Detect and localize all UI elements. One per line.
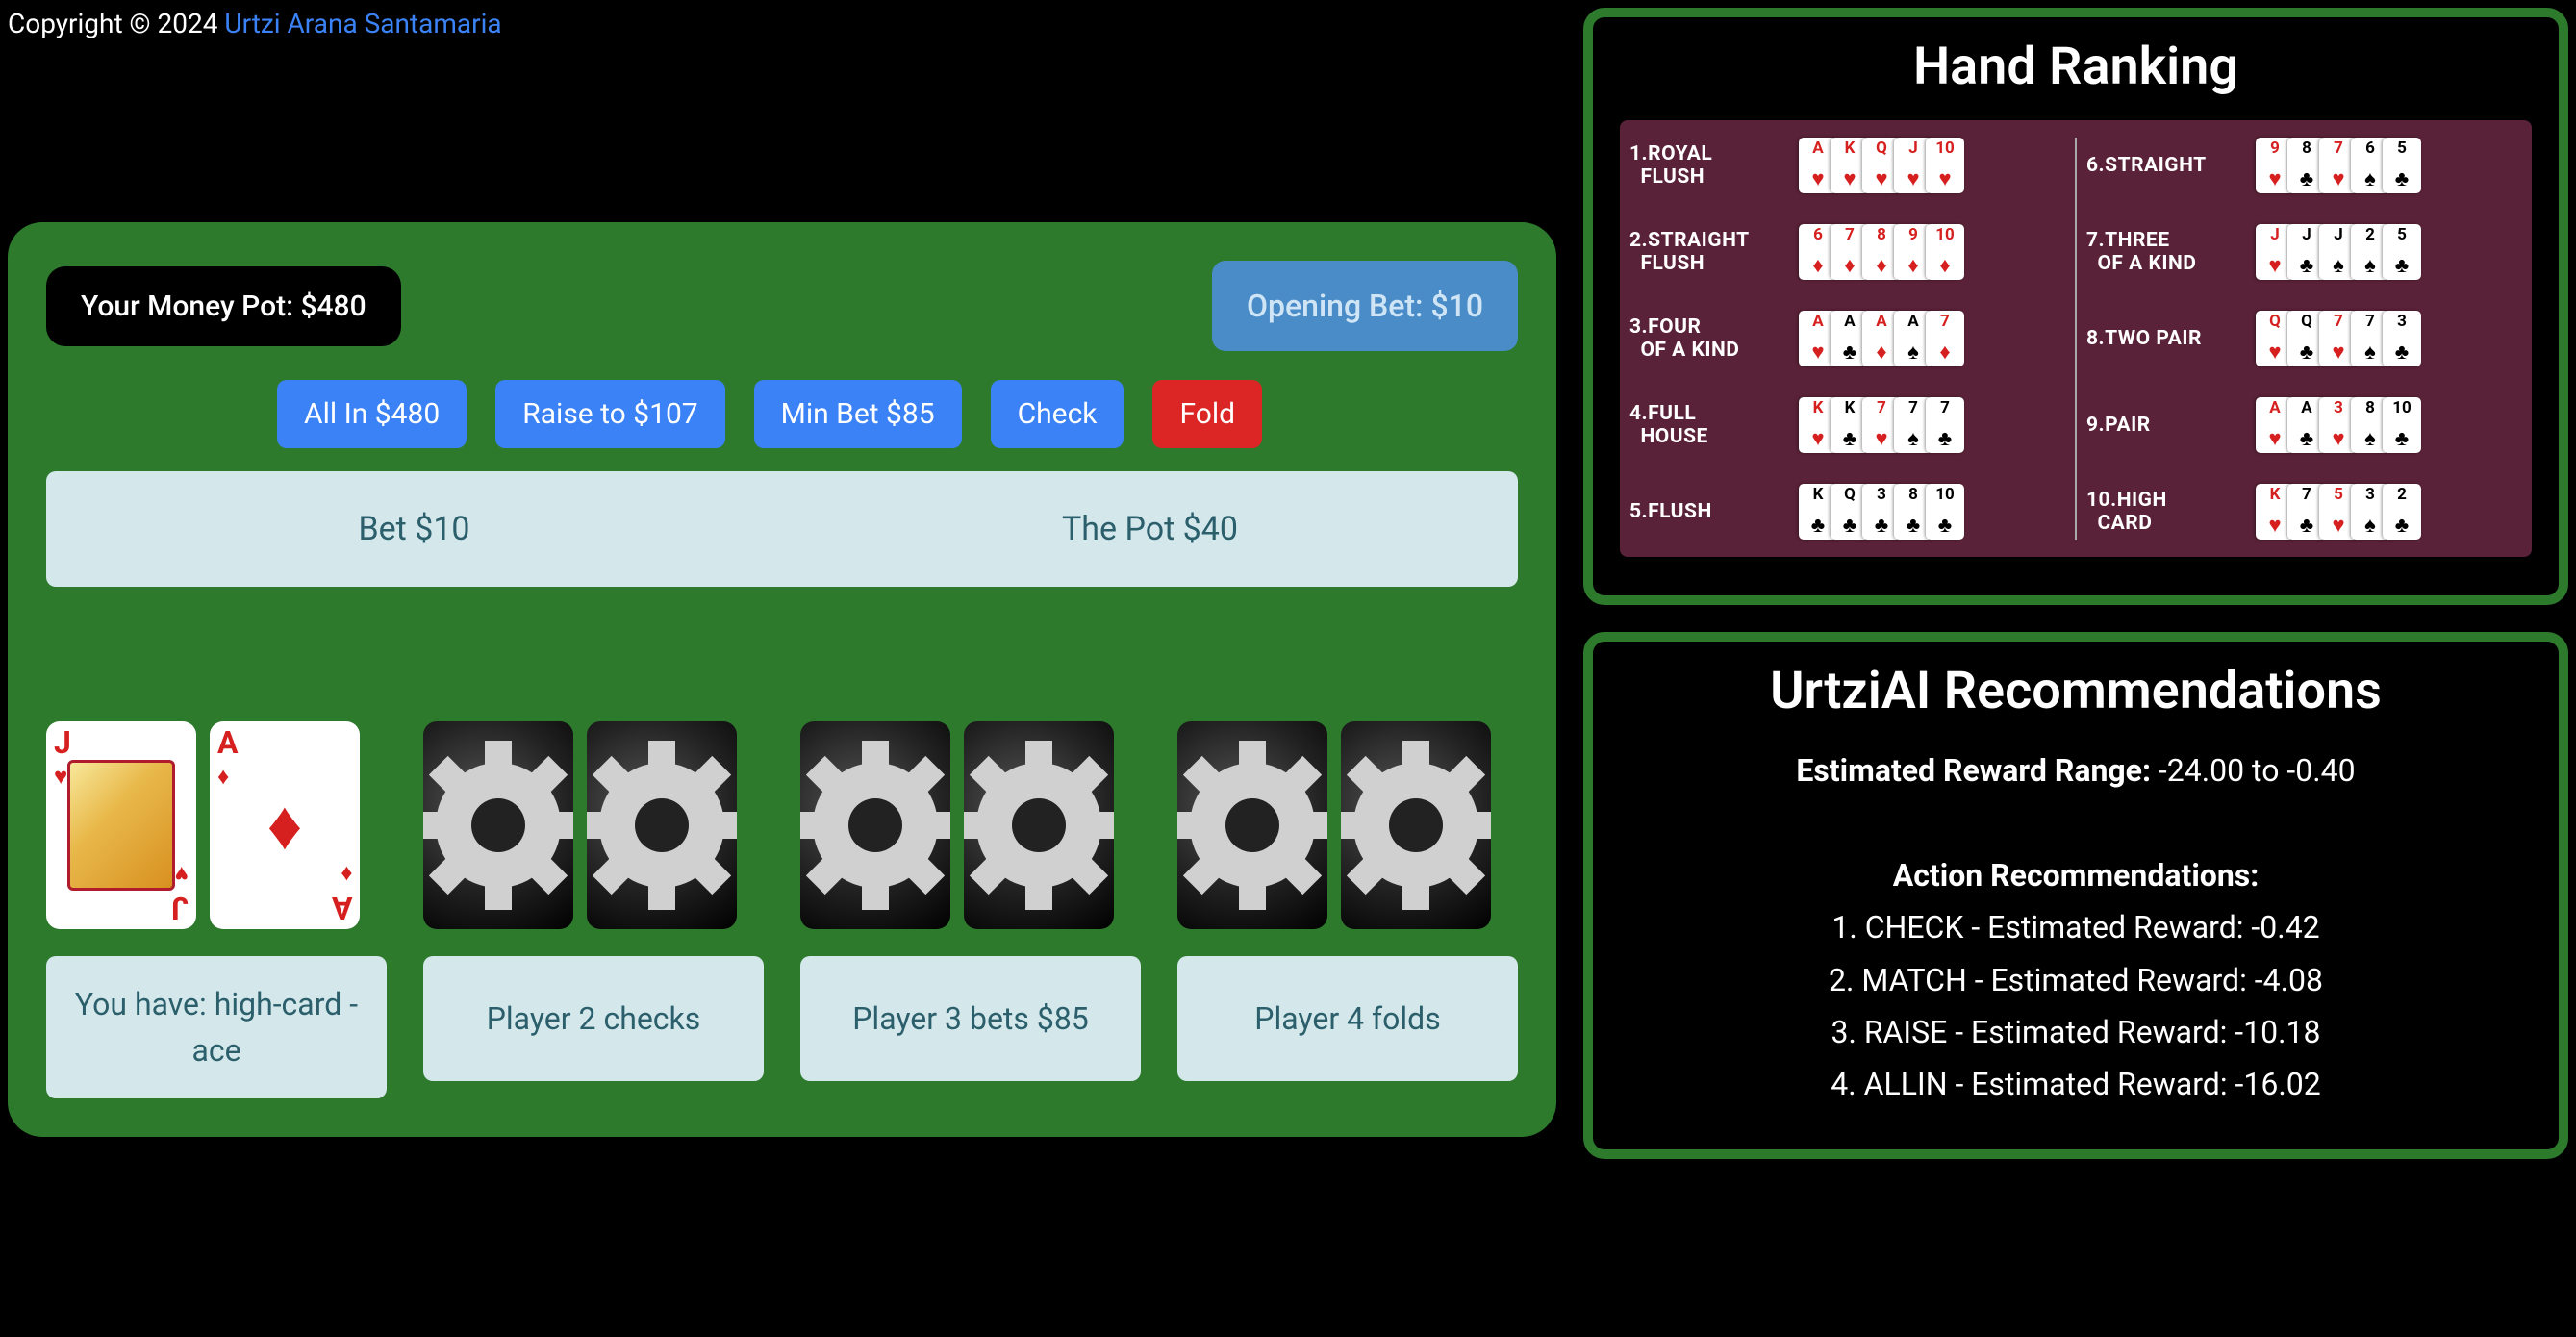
player-block: Player 2 checks — [423, 721, 764, 1098]
action-buttons: All In $480 Raise to $107 Min Bet $85 Ch… — [46, 380, 1518, 448]
opening-bet-badge: Opening Bet: $10 — [1212, 261, 1518, 351]
gear-icon — [813, 763, 938, 888]
ranking-row: 3.FOUR OF A KINDA♥A♣A♦A♠7♦ — [1629, 311, 2065, 366]
ranking-label: 10.HIGH CARD — [2086, 489, 2250, 535]
playing-card-face-up: J♥J♥ — [46, 721, 196, 929]
ranking-row: 1.ROYAL FLUSHA♥K♥Q♥J♥10♥ — [1629, 138, 2065, 193]
mini-card: 2♣ — [2383, 484, 2421, 540]
ranking-label: 6.STRAIGHT — [2086, 154, 2250, 177]
ranking-label: 8.TWO PAIR — [2086, 327, 2250, 350]
pot-label: The Pot $40 — [782, 510, 1518, 548]
ranking-label: 3.FOUR OF A KIND — [1629, 315, 1793, 362]
current-bet-label: Bet $10 — [46, 510, 782, 548]
playing-card-face-up: A♦♦A♦ — [210, 721, 360, 929]
ranking-row: 8.TWO PAIR Q♥Q♣7♥7♠3♣ — [2086, 311, 2522, 366]
recommendation-item: 4. ALLIN - Estimated Reward: -16.02 — [1620, 1058, 2532, 1110]
hand-ranking-panel: Hand Ranking 1.ROYAL FLUSHA♥K♥Q♥J♥10♥2.S… — [1583, 8, 2568, 605]
player-status: Player 3 bets $85 — [800, 956, 1141, 1081]
ranking-label: 5.FLUSH — [1629, 500, 1793, 523]
fold-button[interactable]: Fold — [1152, 380, 1262, 448]
ranking-row: 9.PAIR A♥A♣3♥8♠10♣ — [2086, 397, 2522, 453]
player-block: Player 3 bets $85 — [800, 721, 1141, 1098]
player-block: Player 4 folds — [1177, 721, 1518, 1098]
mini-card: 10♥ — [1926, 138, 1964, 193]
gear-icon — [436, 763, 561, 888]
mini-card: 5♣ — [2383, 224, 2421, 280]
playing-card-face-down — [1341, 721, 1491, 929]
mini-cards: Q♥Q♣7♥7♠3♣ — [2256, 311, 2421, 366]
ranking-row: 4.FULL HOUSEK♥K♣7♥7♠7♣ — [1629, 397, 2065, 453]
reward-range-label: Estimated Reward Range: — [1796, 752, 2151, 789]
ranking-row: 2.STRAIGHT FLUSH6♦7♦8♦9♦10♦ — [1629, 224, 2065, 280]
playing-card-face-down — [587, 721, 737, 929]
mini-cards: A♥A♣3♥8♠10♣ — [2256, 397, 2421, 453]
playing-card-face-down — [423, 721, 573, 929]
gear-icon — [1353, 763, 1478, 888]
mini-cards: J♥J♣J♠2♠5♣ — [2256, 224, 2421, 280]
playing-card-face-down — [800, 721, 950, 929]
playing-card-face-down — [1177, 721, 1327, 929]
ranking-label: 1.ROYAL FLUSH — [1629, 142, 1793, 189]
raise-button[interactable]: Raise to $107 — [495, 380, 724, 448]
ranking-label: 2.STRAIGHT FLUSH — [1629, 229, 1793, 275]
cards-pair — [423, 721, 764, 929]
recommendations-body: Estimated Reward Range: -24.00 to -0.40 … — [1620, 744, 2532, 1111]
recommendation-item: 2. MATCH - Estimated Reward: -4.08 — [1620, 954, 2532, 1006]
cards-pair — [1177, 721, 1518, 929]
mini-card: 10♣ — [1926, 484, 1964, 540]
mini-cards: A♥K♥Q♥J♥10♥ — [1799, 138, 1964, 193]
reward-range-value: -24.00 to -0.40 — [2151, 752, 2356, 789]
min-bet-button[interactable]: Min Bet $85 — [754, 380, 962, 448]
cards-pair: J♥J♥A♦♦A♦ — [46, 721, 387, 929]
player-block: J♥J♥A♦♦A♦ You have: high-card - ace — [46, 721, 387, 1098]
ranking-label: 4.FULL HOUSE — [1629, 402, 1793, 448]
copyright-text: Copyright © 2024 Urtzi Arana Santamaria — [8, 8, 1556, 39]
money-pot-badge: Your Money Pot: $480 — [46, 266, 401, 346]
recommendation-item: 3. RAISE - Estimated Reward: -10.18 — [1620, 1006, 2532, 1058]
playing-card-face-down — [964, 721, 1114, 929]
recommendation-item: 1. CHECK - Estimated Reward: -0.42 — [1620, 901, 2532, 953]
ranking-label: 9.PAIR — [2086, 414, 2250, 437]
ranking-row: 5.FLUSH K♣Q♣3♣8♣10♣ — [1629, 484, 2065, 540]
player-status: You have: high-card - ace — [46, 956, 387, 1098]
gear-icon — [599, 763, 724, 888]
mini-card: 3♣ — [2383, 311, 2421, 366]
player-status: Player 2 checks — [423, 956, 764, 1081]
recommendations-title: UrtziAI Recommendations — [1620, 661, 2532, 721]
ranking-row: 10.HIGH CARDK♥7♣5♥3♠2♣ — [2086, 484, 2522, 540]
player-status: Player 4 folds — [1177, 956, 1518, 1081]
mini-cards: K♥7♣5♥3♠2♣ — [2256, 484, 2421, 540]
copyright-author-link[interactable]: Urtzi Arana Santamaria — [224, 8, 501, 39]
mini-cards: 6♦7♦8♦9♦10♦ — [1799, 224, 1964, 280]
mini-card: 7♣ — [1926, 397, 1964, 453]
mini-card: 10♣ — [2383, 397, 2421, 453]
cards-pair — [800, 721, 1141, 929]
bet-pot-bar: Bet $10 The Pot $40 — [46, 471, 1518, 587]
gear-icon — [976, 763, 1101, 888]
mini-card: 7♦ — [1926, 311, 1964, 366]
hand-ranking-title: Hand Ranking — [1620, 37, 2532, 97]
all-in-button[interactable]: All In $480 — [277, 380, 467, 448]
mini-cards: K♣Q♣3♣8♣10♣ — [1799, 484, 1964, 540]
game-panel: Your Money Pot: $480 Opening Bet: $10 Al… — [8, 222, 1556, 1137]
mini-cards: 9♥8♣7♥6♠5♣ — [2256, 138, 2421, 193]
mini-cards: A♥A♣A♦A♠7♦ — [1799, 311, 1964, 366]
actions-label: Action Recommendations: — [1893, 857, 2259, 894]
check-button[interactable]: Check — [991, 380, 1124, 448]
mini-card: 5♣ — [2383, 138, 2421, 193]
hand-ranking-chart: 1.ROYAL FLUSHA♥K♥Q♥J♥10♥2.STRAIGHT FLUSH… — [1620, 120, 2532, 557]
ranking-label: 7.THREE OF A KIND — [2086, 229, 2250, 275]
gear-icon — [1190, 763, 1315, 888]
mini-cards: K♥K♣7♥7♠7♣ — [1799, 397, 1964, 453]
mini-card: 10♦ — [1926, 224, 1964, 280]
ranking-row: 7.THREE OF A KINDJ♥J♣J♠2♠5♣ — [2086, 224, 2522, 280]
copyright-prefix: Copyright © 2024 — [8, 8, 224, 39]
ranking-row: 6.STRAIGHT 9♥8♣7♥6♠5♣ — [2086, 138, 2522, 193]
players-row: J♥J♥A♦♦A♦ You have: high-card - ace Player… — [46, 721, 1518, 1098]
recommendations-panel: UrtziAI Recommendations Estimated Reward… — [1583, 632, 2568, 1159]
